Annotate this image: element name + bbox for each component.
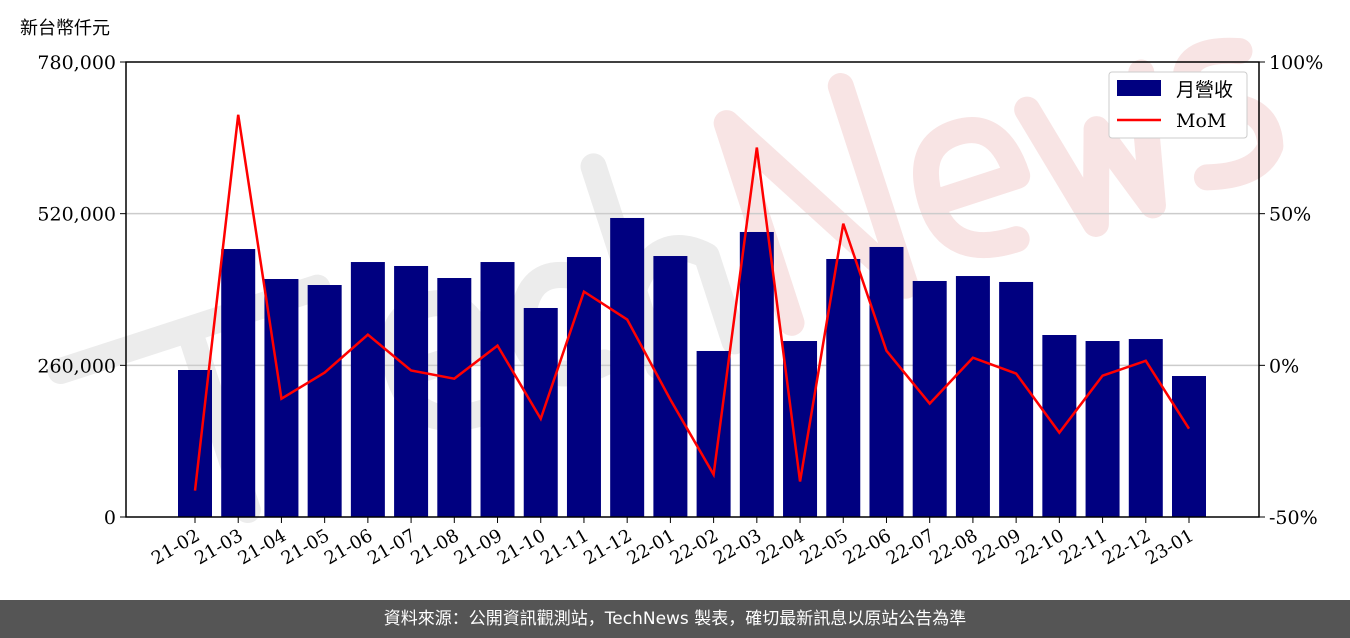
bar-21-07 (394, 265, 429, 517)
x-tick-label: 22-06 (840, 525, 895, 569)
legend-label-line: MoM (1176, 110, 1226, 132)
x-tick-label: 22-03 (710, 525, 765, 569)
x-tick-label: 21-07 (364, 525, 419, 569)
bar-22-03 (739, 231, 774, 517)
y-axis-title: 新台幣仟元 (20, 18, 110, 39)
bar-23-01 (1172, 376, 1206, 517)
bar-21-12 (610, 217, 645, 517)
bar-22-04 (783, 341, 818, 517)
x-tick-label: 22-05 (796, 525, 851, 569)
x-tick-label: 22-04 (753, 525, 808, 569)
mom-line (193, 114, 1191, 491)
x-tick-label: 22-09 (969, 525, 1024, 569)
y-tick-label-right: 0% (1269, 355, 1299, 377)
x-tick-label: 21-09 (451, 525, 506, 569)
plot-frame (125, 61, 1260, 518)
bar-21-09 (480, 262, 515, 517)
bar-21-06 (350, 262, 385, 517)
x-tick-label: 21-10 (494, 525, 549, 569)
bar-22-05 (826, 258, 861, 517)
bar-22-12 (1128, 339, 1163, 517)
bar-22-06 (869, 246, 904, 517)
x-tick-label: 22-07 (883, 525, 938, 569)
bar-21-05 (307, 285, 342, 517)
y-tick-label-left: 260,000 (37, 355, 116, 377)
bar-21-11 (566, 257, 601, 517)
y-tick-label-left: 0 (104, 507, 116, 529)
x-tick-label: 21-02 (148, 525, 203, 569)
x-tick-label: 21-06 (321, 525, 376, 569)
x-tick-label: 21-11 (537, 525, 592, 569)
watermark-stroke (713, 73, 919, 336)
chart-svg: 0 260,000 520,000 780,000 -50% 0% 50% 100% 21-02… (20, 18, 1323, 569)
bar-22-02 (696, 350, 731, 517)
bar-22-08 (955, 276, 990, 517)
bar-21-10 (523, 307, 558, 517)
y-tick-label-left: 780,000 (37, 52, 116, 74)
x-tick-label: 21-03 (191, 525, 246, 569)
watermark-stroke (1014, 59, 1166, 237)
x-tick-label: 22-02 (667, 525, 722, 569)
bar-22-07 (912, 280, 947, 517)
x-tick-label: 21-08 (407, 525, 462, 569)
bar-22-10 (1042, 335, 1077, 517)
x-tick-label: 22-10 (1012, 525, 1067, 569)
source-footer: 資料來源：公開資訊觀測站，TechNews 製表，確切最新訊息以原站公告為準 (0, 600, 1350, 638)
legend-swatch-bar (1117, 80, 1161, 96)
bar-21-08 (437, 278, 472, 517)
y-tick-label-right: 50% (1269, 204, 1311, 226)
watermark-stroke (913, 117, 1031, 259)
x-tick-label: 23-01 (1142, 525, 1197, 569)
x-tick-label: 22-12 (1099, 525, 1154, 569)
x-tick-label: 22-11 (1056, 525, 1111, 569)
bar-22-09 (999, 281, 1034, 517)
bar-22-11 (1085, 341, 1120, 517)
x-tick-label: 21-05 (278, 525, 333, 569)
x-tick-label: 21-12 (580, 525, 635, 569)
x-tick-label: 21-04 (234, 525, 289, 569)
bar-21-03 (221, 249, 256, 517)
legend-label-bar: 月營收 (1176, 79, 1233, 101)
x-tick-label: 22-08 (926, 525, 981, 569)
bar-22-01 (653, 256, 688, 517)
y-tick-label-right: 100% (1269, 52, 1323, 74)
y-tick-label-left: 520,000 (37, 204, 116, 226)
x-tick-label: 22-01 (623, 525, 678, 569)
y-tick-label-right: -50% (1269, 507, 1318, 529)
